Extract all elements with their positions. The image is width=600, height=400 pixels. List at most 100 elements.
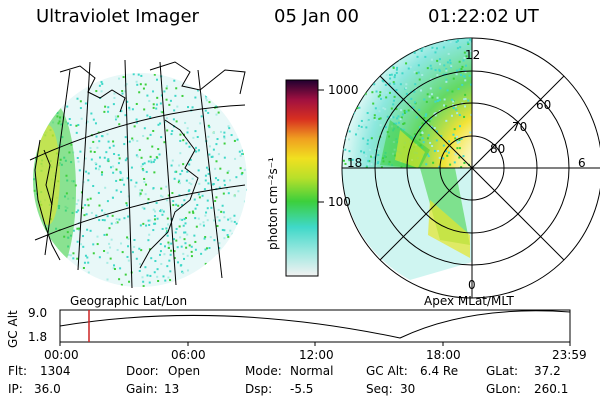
speckle-dot [420,131,423,134]
speckle-dot [100,173,103,176]
speckle-dot [228,110,231,113]
speckle-dot [173,79,176,82]
speckle-dot [98,165,101,168]
speckle-dot [37,268,40,271]
speckle-dot [445,150,448,153]
speckle-dot [431,96,434,99]
speckle-dot [168,243,171,246]
speckle-dot [86,198,89,201]
speckle-dot [434,69,437,72]
speckle-dot [98,219,101,222]
speckle-dot [217,111,220,114]
speckle-dot [204,174,207,177]
speckle-dot [245,220,247,223]
speckle-dot [438,68,441,71]
speckle-dot [360,39,363,42]
speckle-dot [183,231,186,234]
speckle-dot [384,84,387,87]
speckle-dot [155,156,158,159]
speckle-dot [162,210,165,213]
speckle-dot [426,67,429,70]
speckle-dot [424,115,427,118]
speckle-dot [72,229,75,232]
speckle-dot [367,85,370,88]
speckle-dot [350,46,353,49]
speckle-dot [215,113,218,116]
speckle-dot [36,100,39,103]
speckle-dot [103,212,106,215]
speckle-dot [121,251,124,254]
speckle-dot [118,123,121,126]
speckle-dot [455,41,458,44]
speckle-dot [449,163,452,166]
speckle-dot [139,189,142,192]
speckle-dot [374,107,377,110]
speckle-dot [124,90,127,93]
speckle-dot [140,249,143,252]
speckle-dot [348,130,351,133]
speckle-dot [83,214,86,217]
speckle-dot [214,271,217,274]
altitude-xtick-1200: 12:00 [299,348,334,362]
speckle-dot [71,272,74,275]
speckle-dot [373,46,376,49]
speckle-dot [200,115,203,118]
speckle-dot [123,183,126,186]
speckle-dot [167,246,170,249]
speckle-dot [57,80,60,83]
speckle-dot [224,112,227,115]
speckle-dot [242,116,245,119]
speckle-dot [175,120,178,123]
speckle-dot [465,55,468,58]
speckle-dot [36,117,39,120]
speckle-dot [358,42,361,45]
speckle-dot [126,236,129,239]
speckle-dot [177,204,180,207]
speckle-dot [153,73,156,76]
speckle-dot [422,39,425,42]
speckle-dot [175,227,178,230]
speckle-dot [358,106,361,109]
speckle-dot [402,128,405,131]
speckle-dot [131,251,134,254]
info-glat-value: 37.2 [534,364,561,378]
speckle-dot [210,155,213,158]
speckle-dot [49,286,52,287]
speckle-dot [84,254,87,257]
speckle-dot [245,89,247,92]
speckle-dot [204,97,207,100]
speckle-dot [229,179,232,182]
speckle-dot [90,211,93,214]
speckle-dot [344,148,347,151]
lat-label-60: 60 [536,98,552,112]
speckle-dot [428,95,431,98]
speckle-dot [468,74,471,77]
speckle-dot [84,157,87,160]
speckle-dot [227,84,230,87]
speckle-dot [367,119,370,122]
speckle-dot [186,282,189,285]
geographic-image [29,59,247,289]
speckle-dot [143,207,146,210]
speckle-dot [35,285,38,287]
speckle-dot [374,65,377,68]
speckle-dot [235,254,238,257]
altitude-xtick-2359: 23:59 [552,348,587,362]
speckle-dot [160,262,163,265]
speckle-dot [386,115,389,118]
speckle-dot [379,91,382,94]
speckle-dot [57,100,60,103]
speckle-dot [237,190,240,193]
speckle-dot [148,233,151,236]
speckle-dot [77,209,80,212]
speckle-dot [365,48,368,51]
speckle-dot [405,100,408,103]
speckle-dot [219,277,222,280]
speckle-dot [217,268,220,271]
speckle-dot [385,73,388,76]
speckle-dot [188,244,191,247]
speckle-dot [216,225,219,228]
speckle-dot [227,77,230,80]
speckle-dot [388,53,391,56]
speckle-dot [223,237,226,240]
